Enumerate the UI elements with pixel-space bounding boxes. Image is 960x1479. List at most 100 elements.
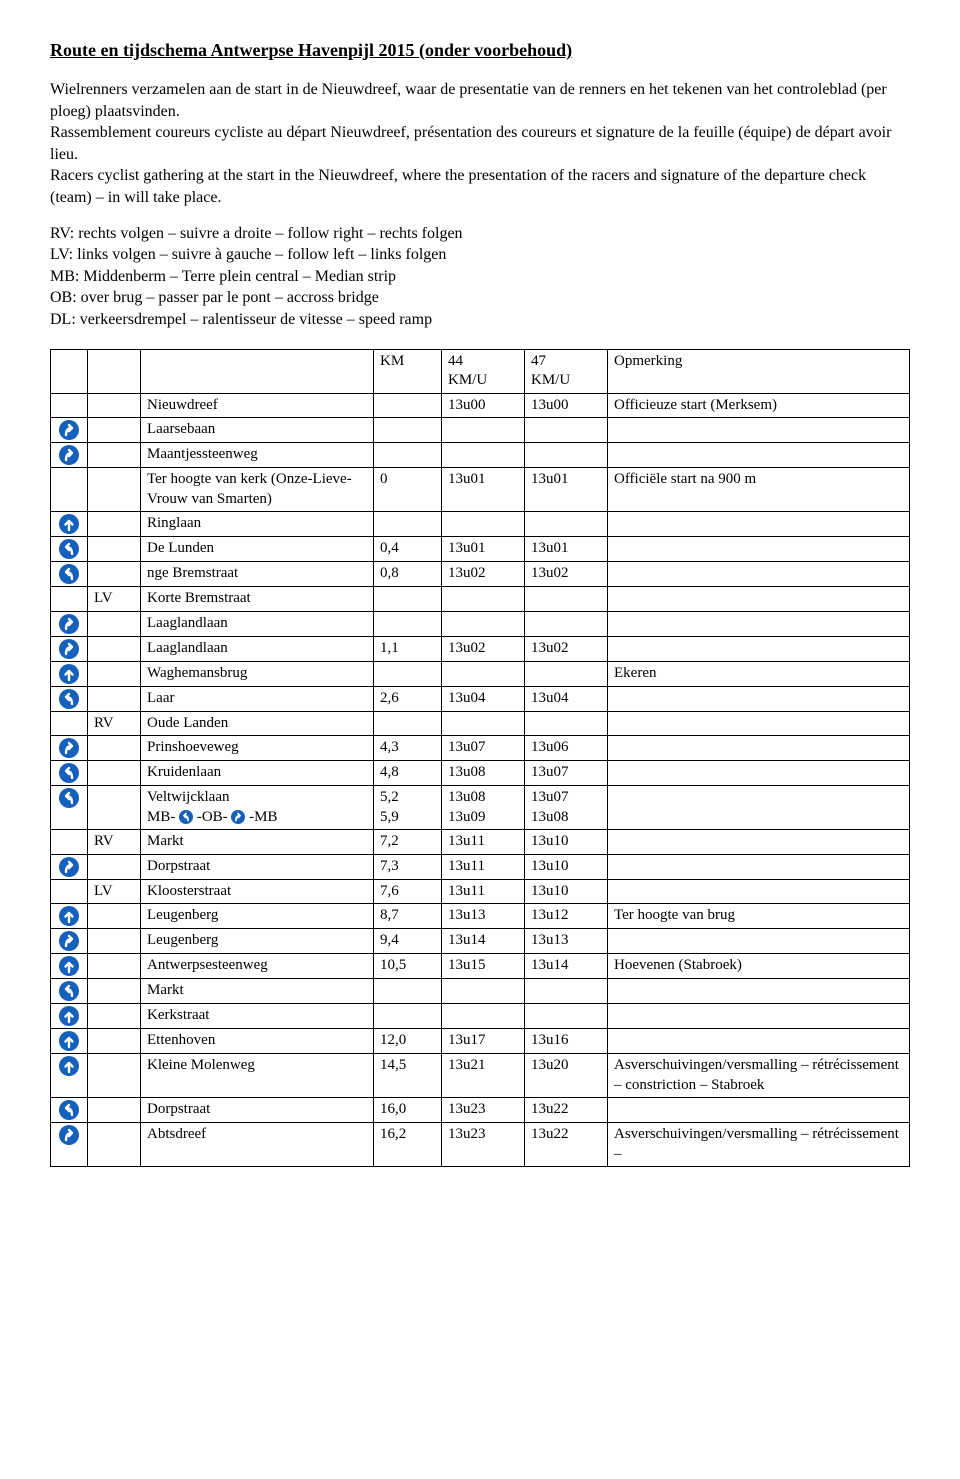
row-remark bbox=[608, 418, 910, 443]
row-icon bbox=[51, 587, 88, 612]
row-time-44: 13u23 bbox=[442, 1123, 525, 1167]
row-km bbox=[374, 587, 442, 612]
direction-up-icon bbox=[59, 956, 79, 976]
row-street-name: Prinshoeveweg bbox=[141, 736, 374, 761]
table-row: RVMarkt7,213u1113u10 bbox=[51, 830, 910, 855]
row-time-44: 13u0813u09 bbox=[442, 786, 525, 830]
row-icon bbox=[51, 562, 88, 587]
row-time-47 bbox=[525, 587, 608, 612]
row-time-44: 13u21 bbox=[442, 1054, 525, 1098]
row-remark bbox=[608, 1098, 910, 1123]
table-header-row: KM 44KM/U 47KM/U Opmerking bbox=[51, 349, 910, 393]
row-direction-code bbox=[88, 636, 141, 661]
row-direction-code bbox=[88, 537, 141, 562]
row-direction-code bbox=[88, 661, 141, 686]
table-row: Antwerpsesteenweg10,513u1513u14Hoevenen … bbox=[51, 954, 910, 979]
row-direction-code bbox=[88, 611, 141, 636]
row-time-44 bbox=[442, 611, 525, 636]
row-remark bbox=[608, 830, 910, 855]
direction-right-icon bbox=[59, 639, 79, 659]
row-direction-code bbox=[88, 686, 141, 711]
row-km bbox=[374, 611, 442, 636]
row-km bbox=[374, 979, 442, 1004]
row-icon bbox=[51, 1054, 88, 1098]
intro-fr: Rassemblement coureurs cycliste au dépar… bbox=[50, 124, 891, 163]
row-time-44: 13u15 bbox=[442, 954, 525, 979]
row-street-name: Ringlaan bbox=[141, 512, 374, 537]
row-time-44: 13u04 bbox=[442, 686, 525, 711]
row-time-44 bbox=[442, 979, 525, 1004]
row-remark bbox=[608, 854, 910, 879]
row-time-47 bbox=[525, 611, 608, 636]
row-time-44: 13u02 bbox=[442, 636, 525, 661]
table-row: Dorpstraat7,313u1113u10 bbox=[51, 854, 910, 879]
row-street-name: Laaglandlaan bbox=[141, 636, 374, 661]
row-street-name: Ettenhoven bbox=[141, 1029, 374, 1054]
row-km: 5,25,9 bbox=[374, 786, 442, 830]
row-icon bbox=[51, 468, 88, 512]
row-direction-code bbox=[88, 979, 141, 1004]
row-time-44 bbox=[442, 512, 525, 537]
row-remark: Officiële start na 900 m bbox=[608, 468, 910, 512]
row-direction-code bbox=[88, 929, 141, 954]
table-row: nge Bremstraat0,813u0213u02 bbox=[51, 562, 910, 587]
row-time-44: 13u11 bbox=[442, 830, 525, 855]
direction-up-icon bbox=[59, 906, 79, 926]
row-street-name: Markt bbox=[141, 830, 374, 855]
row-icon bbox=[51, 1098, 88, 1123]
row-km: 9,4 bbox=[374, 929, 442, 954]
table-row: Dorpstraat16,013u2313u22 bbox=[51, 1098, 910, 1123]
row-remark: Asverschuivingen/versmalling – rétréciss… bbox=[608, 1123, 910, 1167]
row-street-name: nge Bremstraat bbox=[141, 562, 374, 587]
row-time-47: 13u01 bbox=[525, 537, 608, 562]
row-time-47: 13u06 bbox=[525, 736, 608, 761]
direction-left-icon bbox=[59, 981, 79, 1001]
row-km bbox=[374, 512, 442, 537]
route-table: KM 44KM/U 47KM/U Opmerking Nieuwdreef13u… bbox=[50, 349, 910, 1168]
row-icon bbox=[51, 879, 88, 904]
row-km: 4,3 bbox=[374, 736, 442, 761]
row-street-name: Korte Bremstraat bbox=[141, 587, 374, 612]
row-time-44 bbox=[442, 711, 525, 736]
row-km: 14,5 bbox=[374, 1054, 442, 1098]
table-row: Ettenhoven12,013u1713u16 bbox=[51, 1029, 910, 1054]
row-icon bbox=[51, 1029, 88, 1054]
row-time-47: 13u14 bbox=[525, 954, 608, 979]
row-km: 16,0 bbox=[374, 1098, 442, 1123]
row-remark bbox=[608, 512, 910, 537]
row-time-44: 13u11 bbox=[442, 854, 525, 879]
direction-up-icon bbox=[59, 1056, 79, 1076]
row-time-47: 13u22 bbox=[525, 1098, 608, 1123]
row-time-47: 13u12 bbox=[525, 904, 608, 929]
row-icon bbox=[51, 1004, 88, 1029]
row-icon bbox=[51, 979, 88, 1004]
row-direction-code bbox=[88, 468, 141, 512]
row-km bbox=[374, 661, 442, 686]
row-km: 7,6 bbox=[374, 879, 442, 904]
page-title: Route en tijdschema Antwerpse Havenpijl … bbox=[50, 40, 910, 61]
row-icon bbox=[51, 1123, 88, 1167]
direction-left-icon bbox=[179, 810, 193, 824]
row-direction-code bbox=[88, 904, 141, 929]
row-street-name: Markt bbox=[141, 979, 374, 1004]
row-icon bbox=[51, 393, 88, 418]
header-op: Opmerking bbox=[608, 349, 910, 393]
row-time-44: 13u17 bbox=[442, 1029, 525, 1054]
row-street-name: Kerkstraat bbox=[141, 1004, 374, 1029]
row-time-47 bbox=[525, 661, 608, 686]
row-time-47: 13u02 bbox=[525, 636, 608, 661]
row-time-44 bbox=[442, 1004, 525, 1029]
row-icon bbox=[51, 830, 88, 855]
row-time-44: 13u13 bbox=[442, 904, 525, 929]
row-time-47 bbox=[525, 979, 608, 1004]
direction-right-icon bbox=[231, 810, 245, 824]
row-time-44: 13u11 bbox=[442, 879, 525, 904]
row-street-name: De Lunden bbox=[141, 537, 374, 562]
row-km: 0,8 bbox=[374, 562, 442, 587]
row-street-name: Oude Landen bbox=[141, 711, 374, 736]
row-time-47 bbox=[525, 443, 608, 468]
row-time-47 bbox=[525, 512, 608, 537]
direction-right-icon bbox=[59, 420, 79, 440]
row-km bbox=[374, 393, 442, 418]
table-row: Prinshoeveweg4,313u0713u06 bbox=[51, 736, 910, 761]
